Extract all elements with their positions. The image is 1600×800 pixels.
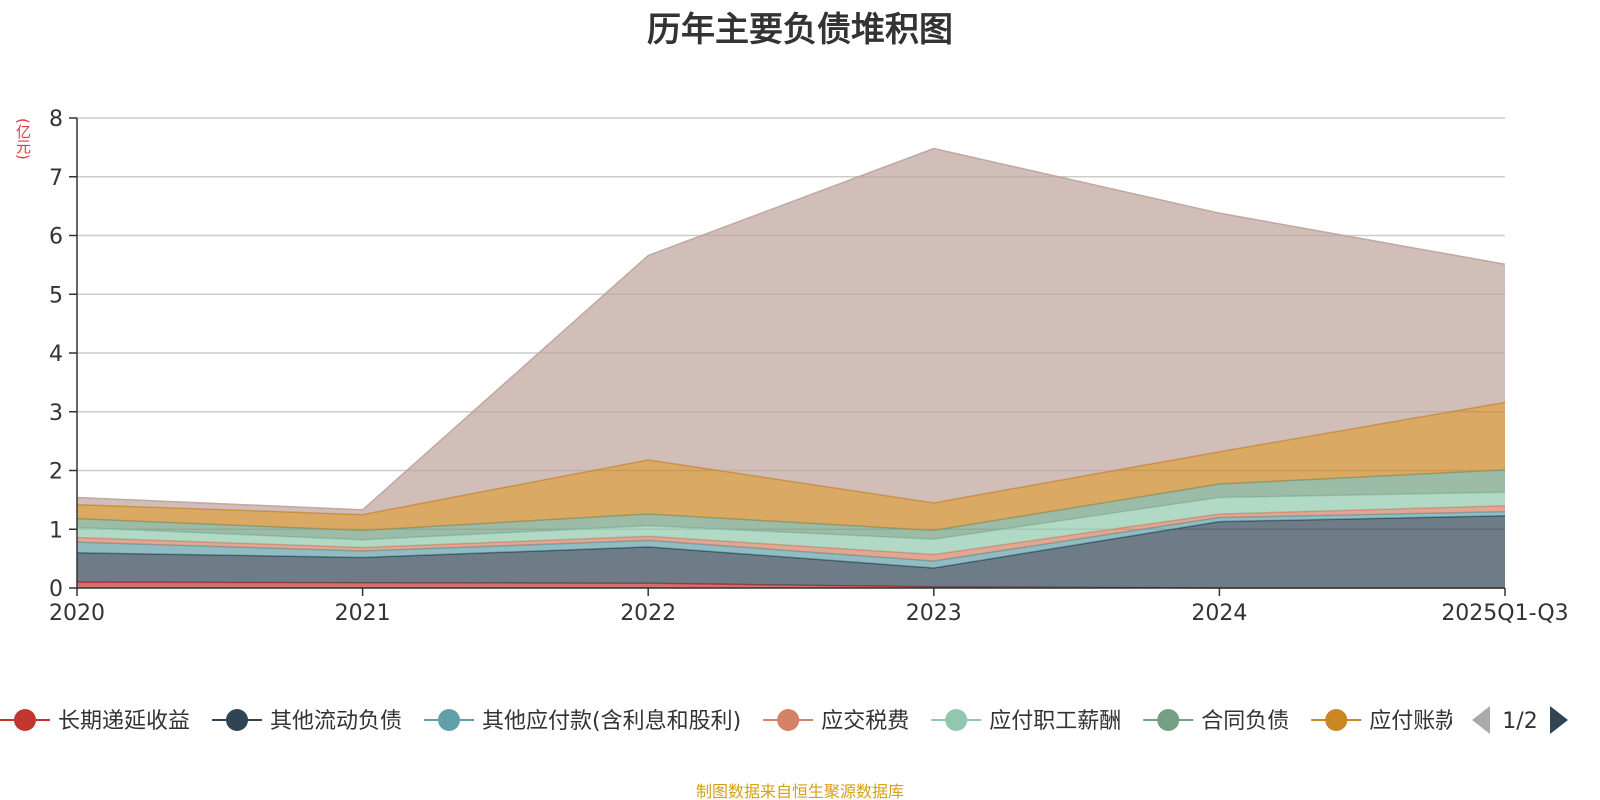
legend-label: 其他应付款(含利息和股利)	[482, 709, 741, 734]
series-line-3	[76, 505, 1506, 556]
y-axis-unit-label: (亿元)	[14, 118, 32, 160]
x-tick-label: 2021	[335, 601, 391, 626]
legend-item[interactable]: 应付账款	[1311, 709, 1457, 734]
x-tick-label: 2020	[49, 601, 105, 626]
area-series-2	[77, 511, 1505, 569]
area-series-5	[77, 469, 1505, 540]
axes: 0 1 2 3 4 5 6 7 8 2020 2021 2022 2023 2024 2025Q1-Q3	[49, 107, 1569, 626]
x-tick-label: 2022	[620, 601, 676, 626]
series-line-7	[76, 147, 1506, 511]
y-tick-label: 8	[49, 107, 63, 132]
legend-next-page-icon[interactable]	[1550, 706, 1568, 734]
y-tick-label: 5	[49, 283, 63, 308]
area-series-6	[77, 402, 1505, 531]
y-tick-label: 6	[49, 225, 63, 250]
legend-circle-marker	[777, 709, 800, 731]
legend-item[interactable]: 应交税费	[763, 709, 909, 734]
legend-label: 应付职工薪酬	[989, 709, 1121, 734]
legend-page-indicator: 1/2	[1502, 709, 1537, 734]
legend-circle-marker	[945, 709, 968, 731]
legend: 长期递延收益 其他流动负债 其他应付款(含利息和股利) 应交税费 应付职工薪酬 合同负债 应…	[0, 706, 1568, 734]
legend-circle-marker	[1157, 709, 1180, 731]
legend-item[interactable]: 其他应付款(含利息和股利)	[424, 709, 741, 734]
area-series-7	[77, 148, 1505, 515]
area-series-layer	[76, 147, 1506, 589]
y-tick-label: 1	[49, 518, 63, 543]
x-tick-label: 2025Q1-Q3	[1441, 601, 1568, 626]
legend-circle-marker	[14, 709, 36, 731]
legend-item[interactable]: 其他流动负债	[212, 709, 402, 734]
area-series-4	[77, 492, 1505, 555]
chart-title: 历年主要负债堆积图	[647, 10, 953, 50]
y-tick-label: 3	[49, 401, 63, 426]
legend-label: 其他流动负债	[270, 709, 402, 734]
legend-circle-marker	[1325, 709, 1348, 731]
legend-label: 应交税费	[821, 709, 909, 734]
legend-item[interactable]: 长期递延收益	[0, 709, 190, 734]
legend-item[interactable]: 应付职工薪酬	[931, 709, 1121, 734]
x-tick-label: 2023	[906, 601, 962, 626]
legend-label: 应付账款	[1369, 709, 1457, 734]
y-tick-label: 0	[49, 577, 63, 602]
legend-item[interactable]: 合同负债	[1143, 709, 1289, 734]
y-tick-label: 2	[49, 460, 63, 485]
x-tick-label: 2024	[1191, 601, 1247, 626]
legend-items: 长期递延收益 其他流动负债 其他应付款(含利息和股利) 应交税费 应付职工薪酬 合同负债 应…	[0, 709, 1457, 734]
series-line-5	[76, 469, 1506, 532]
area-series-3	[77, 505, 1505, 561]
y-tick-label: 7	[49, 166, 63, 191]
legend-label: 长期递延收益	[58, 709, 190, 734]
y-tick-label: 4	[49, 342, 63, 367]
legend-circle-marker	[438, 709, 461, 731]
legend-circle-marker	[226, 709, 249, 731]
legend-label: 合同负债	[1201, 709, 1289, 734]
data-source-note: 制图数据来自恒生聚源数据库	[695, 782, 904, 800]
legend-prev-page-icon[interactable]	[1472, 706, 1490, 734]
